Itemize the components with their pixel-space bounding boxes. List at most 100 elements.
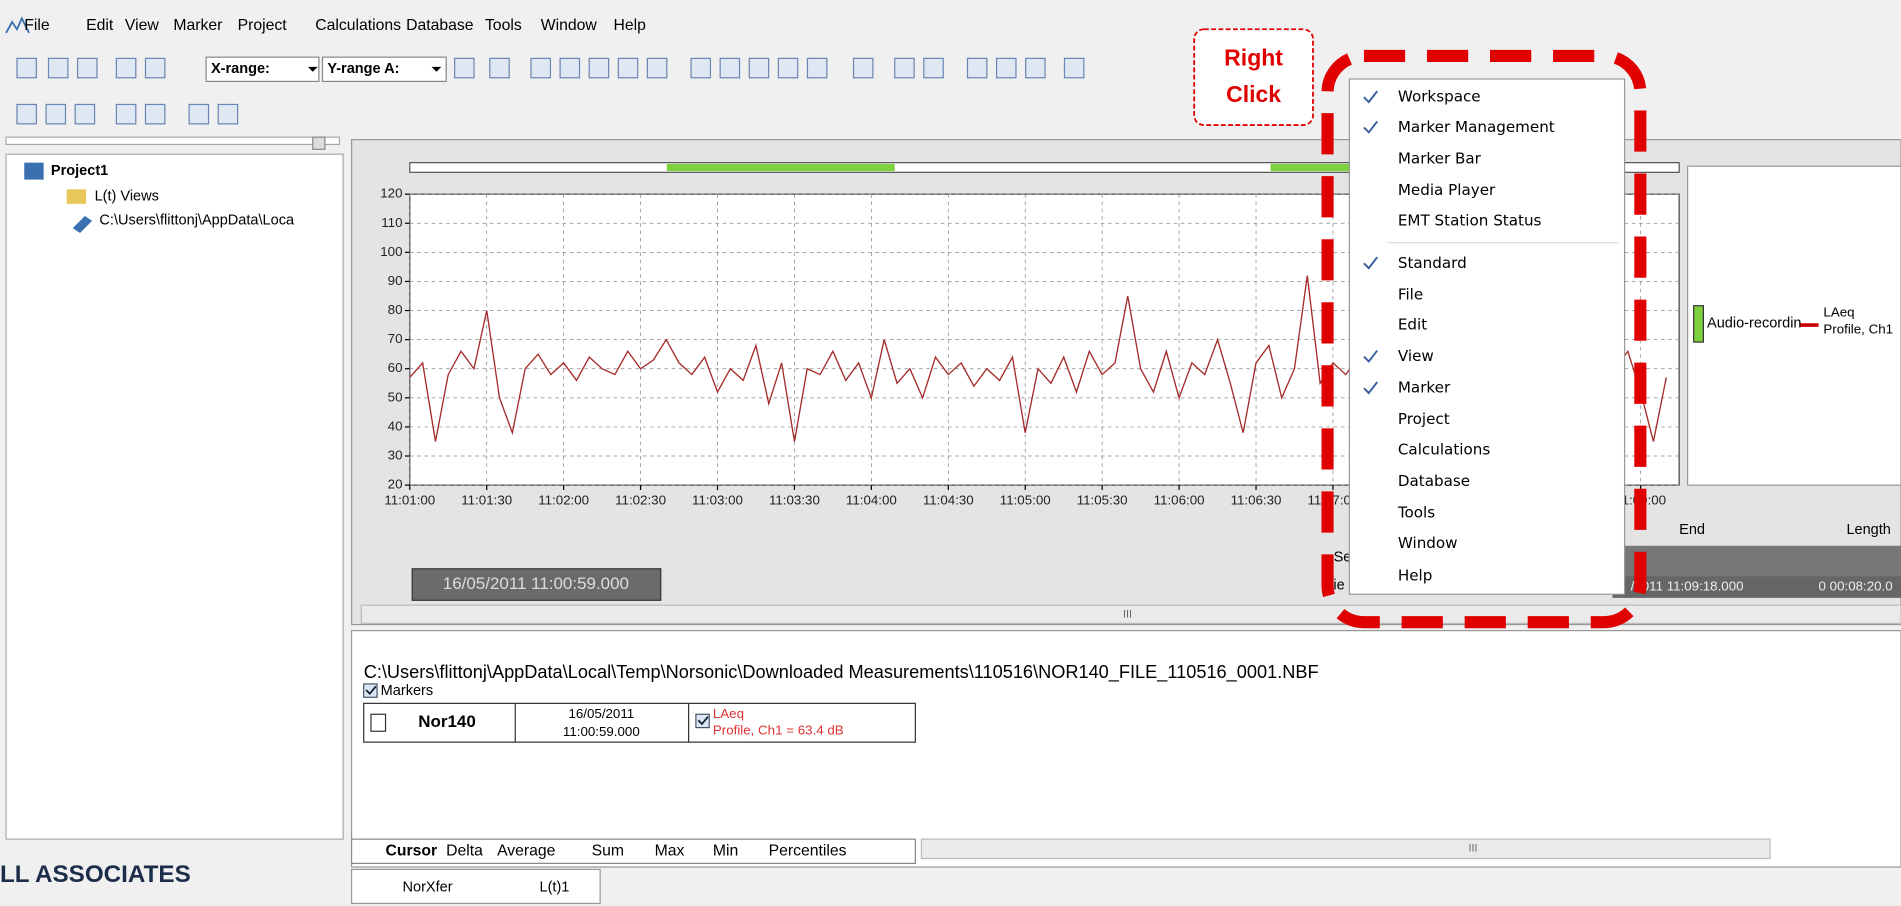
menu-option[interactable]: Marker (1398, 379, 1451, 397)
menu-option[interactable]: Database (1398, 472, 1470, 490)
menu-option[interactable]: Tools (1397, 504, 1435, 522)
toolbar-button[interactable] (894, 57, 915, 79)
toolbar-button[interactable] (995, 57, 1017, 79)
menu-option[interactable]: Project (1398, 410, 1450, 428)
toolbar-button[interactable] (454, 57, 475, 79)
table-header: End (1679, 522, 1705, 538)
legend-label: LAeq (1823, 304, 1854, 319)
tab[interactable]: Average (497, 842, 556, 859)
toolbar-button[interactable] (806, 57, 828, 79)
tab[interactable]: Delta (446, 842, 483, 859)
menu-option[interactable]: Edit (1398, 316, 1427, 334)
menu-option[interactable]: EMT Station Status (1398, 211, 1542, 229)
toolbar-button[interactable] (1025, 57, 1046, 79)
menu-option[interactable]: Help (1398, 567, 1433, 585)
menu-option[interactable]: Marker Management (1398, 118, 1555, 136)
tab[interactable]: Cursor (386, 842, 438, 859)
instrument-name: Nor140 (418, 712, 476, 731)
menu-item[interactable]: File (24, 17, 50, 34)
x-range-combo[interactable] (205, 56, 320, 83)
toolbar-button[interactable] (719, 57, 741, 79)
x-tick-label: 11:06:00 (1154, 492, 1205, 507)
menu-option[interactable]: Standard (1398, 254, 1467, 272)
instrument-date: 16/05/2011 (568, 706, 634, 721)
menu-item[interactable]: Help (613, 17, 646, 34)
toolbar-button[interactable] (217, 103, 239, 125)
y-tick-label: 30 (388, 448, 403, 463)
menu-option[interactable]: Marker Bar (1398, 149, 1482, 167)
menu-item[interactable]: Tools (485, 17, 522, 34)
cursor-time: 16/05/2011 11:00:59.000 (443, 574, 629, 593)
menu-option[interactable]: Calculations (1398, 440, 1490, 458)
panel-close[interactable] (312, 136, 326, 150)
toolbar-button[interactable] (777, 57, 799, 79)
toolbar-button[interactable] (690, 57, 712, 79)
reading-value: Profile, Ch1 = 63.4 dB (713, 723, 844, 738)
legend-label: Profile, Ch1 (1823, 321, 1893, 336)
checkmark (365, 685, 377, 696)
y-range-combo[interactable] (321, 56, 447, 83)
window-tab[interactable]: NorXfer (403, 879, 453, 895)
toolbar-button[interactable] (144, 57, 166, 79)
toolbar-button[interactable] (16, 57, 37, 79)
tab[interactable]: Sum (592, 842, 624, 859)
toolbar-button[interactable] (852, 57, 874, 79)
table-cell: 0 00:08:20.0 (1819, 578, 1893, 593)
menu-option[interactable]: File (1398, 285, 1423, 303)
menu-option[interactable]: View (1398, 347, 1434, 365)
x-tick-label: 11:03:30 (769, 492, 820, 507)
toolbar-button[interactable] (923, 57, 944, 79)
tab[interactable]: Max (655, 842, 685, 859)
toolbar-button[interactable] (47, 57, 69, 79)
tree-panel (5, 153, 344, 840)
toolbar-button[interactable] (45, 103, 67, 125)
tree-root[interactable]: Project1 (51, 163, 108, 179)
toolbar-button[interactable] (74, 103, 96, 125)
checkmark (697, 716, 709, 726)
menu-option[interactable]: Media Player (1398, 181, 1496, 199)
toolbar-button[interactable] (530, 57, 552, 79)
toolbar-button[interactable] (115, 103, 137, 125)
checkbox[interactable] (695, 713, 710, 729)
tab[interactable]: Percentiles (769, 842, 847, 859)
menu-item[interactable]: Marker (173, 17, 222, 34)
menu-option[interactable]: Workspace (1398, 88, 1481, 106)
toolbar-button[interactable] (144, 103, 166, 125)
instrument-row (363, 702, 916, 743)
toolbar-button[interactable] (115, 57, 137, 79)
check-icon (1363, 381, 1379, 395)
x-tick-label: 11:05:30 (1077, 492, 1128, 507)
toolbar-button[interactable] (646, 57, 668, 79)
menu-item[interactable]: Window (541, 17, 598, 34)
toolbar-button[interactable] (748, 57, 770, 79)
toolbar: X-range: Y-range A: (16, 56, 1085, 125)
tree-item[interactable]: C:\Users\flittonj\AppData\Loca (99, 213, 295, 229)
toolbar-button[interactable] (559, 57, 581, 79)
menu-item[interactable]: Database (406, 17, 474, 34)
window-tab[interactable]: L(t)1 (540, 879, 570, 895)
toolbar-button[interactable] (617, 57, 639, 79)
x-tick-label: 11:02:30 (615, 492, 666, 507)
h-scrollbar[interactable] (920, 838, 1771, 860)
toolbar-button[interactable] (16, 103, 37, 125)
menu-option[interactable]: Window (1398, 534, 1458, 552)
menu-item[interactable]: Project (238, 17, 288, 34)
toolbar-button[interactable] (588, 57, 610, 79)
y-tick-label: 50 (388, 389, 403, 404)
table-header: Se (1334, 550, 1352, 566)
menu-item[interactable]: View (125, 17, 159, 34)
toolbar-button[interactable] (966, 57, 988, 79)
checkbox[interactable] (363, 683, 378, 698)
toolbar-button[interactable] (76, 57, 98, 79)
toolbar-button[interactable] (489, 57, 510, 79)
toolbar-button[interactable] (188, 103, 210, 125)
tab[interactable]: Min (713, 842, 738, 859)
tree-item[interactable]: L(t) Views (95, 188, 159, 204)
toolbar-button[interactable] (1063, 57, 1085, 79)
table-header-bar (1612, 545, 1901, 577)
menu-item[interactable]: Edit (86, 17, 114, 34)
project-icon (24, 162, 44, 180)
menu-item[interactable]: Calculations (315, 17, 401, 34)
y-tick-label: 90 (388, 273, 403, 288)
panel-header (5, 136, 341, 146)
